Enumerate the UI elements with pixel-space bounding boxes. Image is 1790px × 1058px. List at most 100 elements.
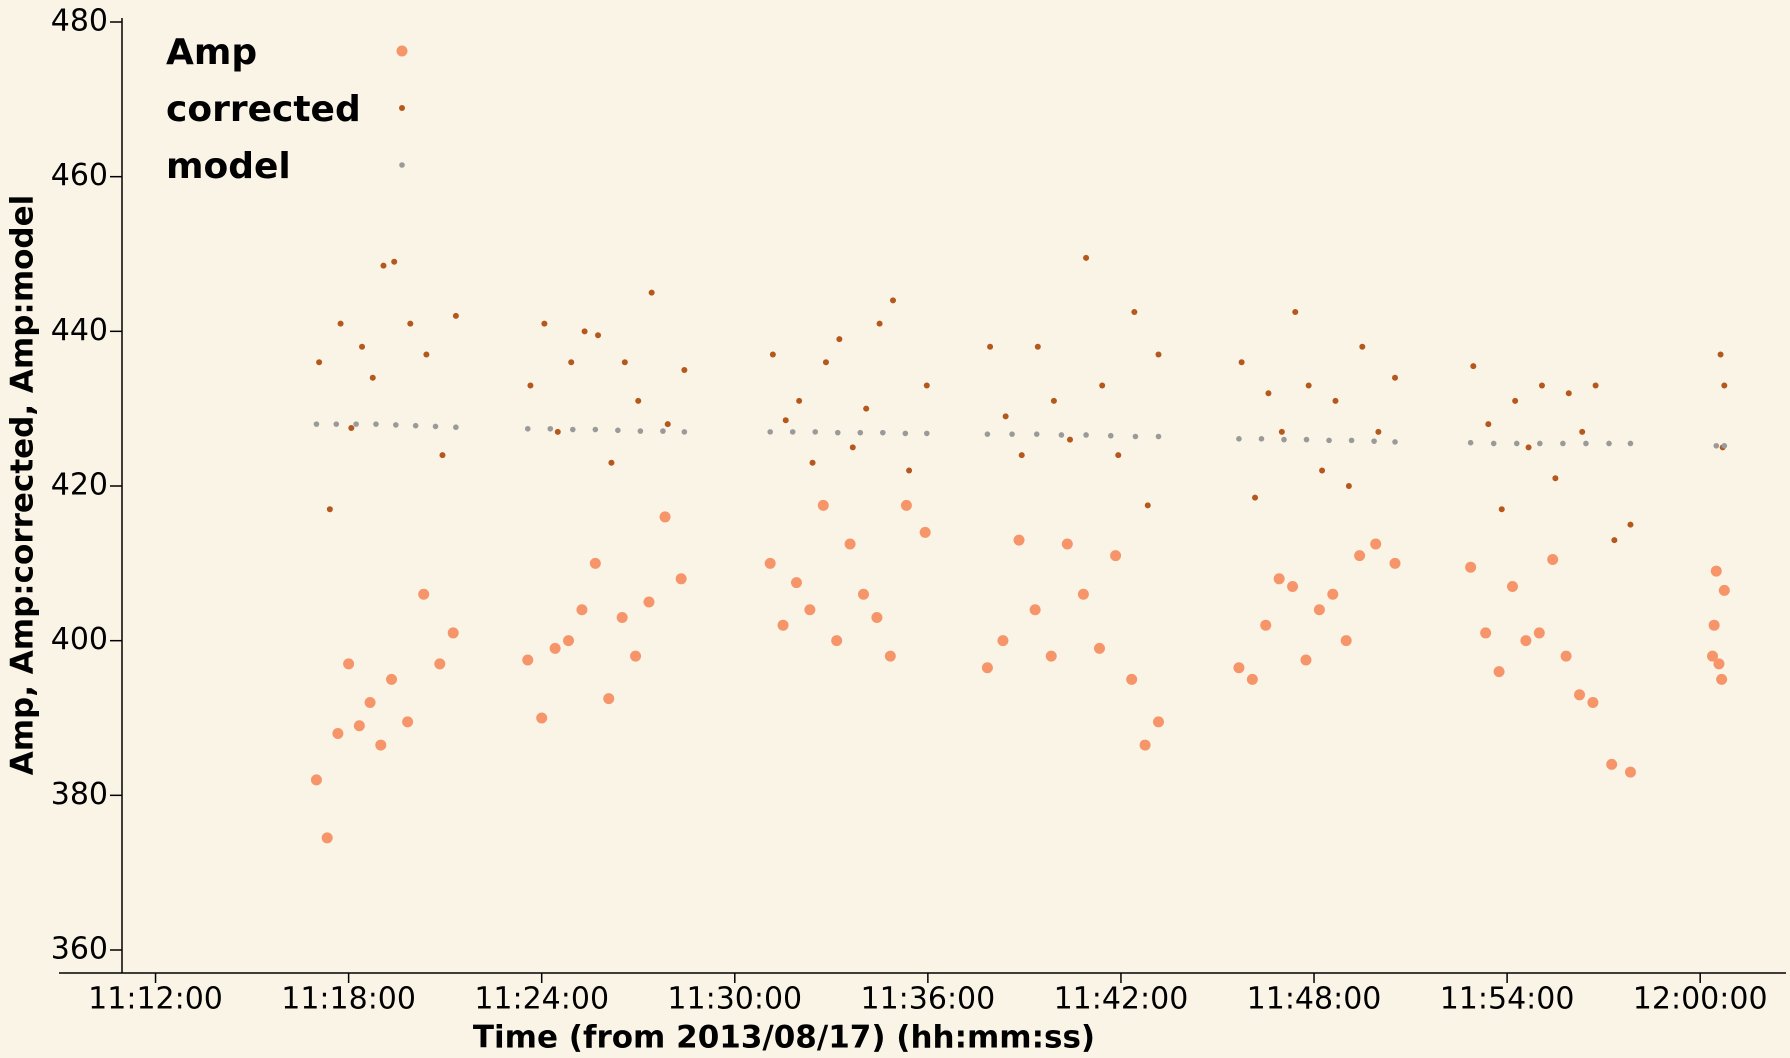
point bbox=[984, 431, 991, 437]
point bbox=[681, 367, 688, 373]
point bbox=[386, 673, 398, 685]
point bbox=[790, 577, 802, 589]
y-tick-label: 400 bbox=[51, 622, 108, 657]
point bbox=[1313, 604, 1325, 616]
point bbox=[858, 588, 870, 600]
point bbox=[643, 596, 655, 608]
point bbox=[364, 697, 376, 709]
point bbox=[1533, 627, 1545, 639]
point bbox=[621, 359, 628, 366]
point bbox=[1326, 437, 1332, 444]
point bbox=[547, 425, 554, 432]
point bbox=[527, 382, 534, 389]
point bbox=[353, 421, 359, 427]
point bbox=[1029, 604, 1041, 616]
point bbox=[769, 351, 776, 358]
point bbox=[524, 425, 531, 432]
point bbox=[1077, 588, 1089, 600]
point bbox=[1287, 581, 1299, 593]
point bbox=[1115, 452, 1122, 459]
point bbox=[1611, 537, 1618, 544]
legend-label: corrected bbox=[166, 89, 361, 130]
x-tick-label: 11:48:00 bbox=[1247, 982, 1382, 1017]
point bbox=[1710, 565, 1722, 577]
point bbox=[1131, 309, 1138, 315]
point bbox=[337, 320, 344, 327]
point bbox=[1583, 440, 1589, 447]
y-tick-label: 420 bbox=[51, 468, 108, 503]
point bbox=[1152, 716, 1164, 728]
point bbox=[1389, 557, 1401, 569]
point bbox=[423, 351, 430, 358]
point bbox=[900, 499, 912, 511]
point bbox=[1467, 439, 1474, 446]
point bbox=[432, 423, 439, 430]
point bbox=[777, 619, 789, 631]
point bbox=[1155, 351, 1162, 358]
point bbox=[1493, 666, 1505, 678]
point bbox=[1273, 573, 1285, 585]
point bbox=[1034, 343, 1041, 350]
point bbox=[326, 506, 333, 513]
legend-label: Amp bbox=[166, 32, 257, 73]
legend-marker bbox=[399, 162, 405, 168]
point bbox=[1718, 584, 1730, 596]
point bbox=[1348, 437, 1355, 444]
point bbox=[1083, 254, 1090, 261]
point bbox=[876, 320, 883, 327]
point bbox=[1058, 432, 1065, 438]
point bbox=[812, 429, 819, 435]
point bbox=[412, 422, 419, 429]
point bbox=[1033, 431, 1040, 437]
point bbox=[1717, 351, 1724, 358]
x-tick-label: 11:24:00 bbox=[474, 982, 609, 1017]
point bbox=[871, 611, 883, 623]
point bbox=[1155, 433, 1162, 440]
point bbox=[616, 611, 628, 623]
point bbox=[1624, 766, 1636, 778]
point bbox=[857, 429, 864, 436]
y-tick-label: 440 bbox=[51, 313, 108, 348]
point bbox=[637, 428, 644, 434]
point bbox=[1265, 390, 1272, 397]
point bbox=[630, 650, 642, 662]
point bbox=[608, 459, 615, 466]
y-tick-label: 380 bbox=[51, 777, 108, 812]
point bbox=[391, 258, 398, 265]
point bbox=[1050, 397, 1057, 404]
point bbox=[380, 262, 387, 269]
point bbox=[1716, 673, 1728, 685]
point bbox=[434, 658, 446, 670]
point bbox=[1061, 538, 1073, 550]
point bbox=[1278, 428, 1285, 435]
point bbox=[568, 359, 575, 366]
point bbox=[923, 382, 930, 389]
point bbox=[373, 421, 379, 427]
point bbox=[660, 428, 666, 434]
point bbox=[890, 297, 897, 304]
point bbox=[764, 557, 776, 569]
point bbox=[1236, 436, 1242, 442]
point bbox=[353, 720, 365, 732]
point bbox=[902, 430, 909, 437]
point bbox=[536, 712, 548, 724]
point bbox=[447, 627, 459, 639]
point bbox=[1537, 440, 1543, 447]
point bbox=[1606, 440, 1612, 447]
point bbox=[541, 320, 548, 327]
y-tick-label: 460 bbox=[51, 158, 108, 193]
x-axis-title: Time (from 2013/08/17) (hh:mm:ss) bbox=[473, 1020, 1095, 1056]
x-tick-label: 11:18:00 bbox=[281, 982, 416, 1017]
point bbox=[1565, 390, 1572, 397]
point bbox=[849, 444, 856, 451]
y-tick-label: 360 bbox=[51, 932, 108, 967]
point bbox=[804, 604, 816, 616]
point bbox=[1281, 436, 1287, 443]
point bbox=[782, 417, 789, 424]
point bbox=[418, 588, 430, 600]
point bbox=[1359, 343, 1366, 350]
point bbox=[635, 397, 642, 404]
point bbox=[563, 635, 575, 647]
point bbox=[369, 374, 376, 381]
